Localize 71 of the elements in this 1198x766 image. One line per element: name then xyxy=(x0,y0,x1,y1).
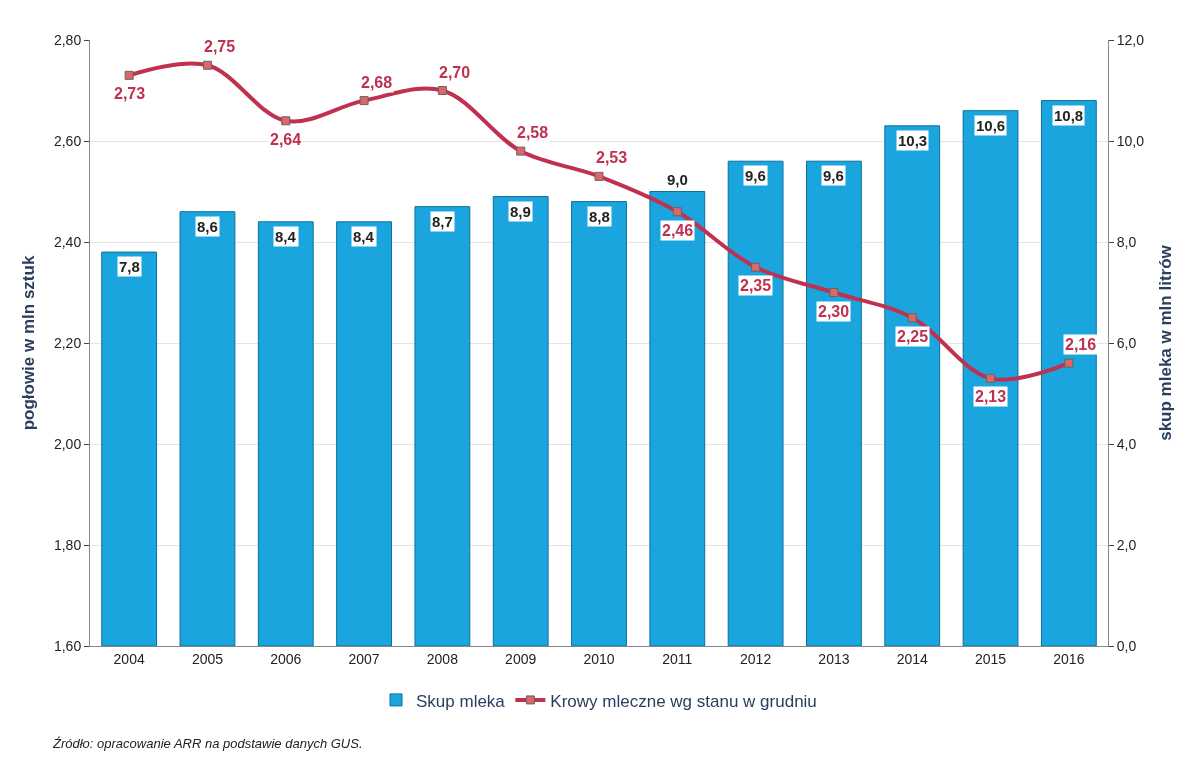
bar xyxy=(1040,100,1097,646)
data-label: 2,68 xyxy=(361,74,393,91)
bar xyxy=(336,221,392,646)
y2-axis-title: skup mleka w mln litrów xyxy=(1155,244,1175,441)
data-label: 8,4 xyxy=(353,228,375,245)
x-tick-label: 2008 xyxy=(426,650,459,667)
data-label: 8,8 xyxy=(589,208,610,225)
x-tick-label: 2006 xyxy=(270,650,302,667)
data-label: 2,73 xyxy=(114,85,146,102)
y-tick-label: 2,00 xyxy=(53,435,82,452)
data-label: 9,6 xyxy=(823,167,844,184)
data-label: 2,35 xyxy=(740,277,772,294)
data-label: 8,9 xyxy=(510,203,531,220)
bar xyxy=(101,251,158,646)
y2-tick-label: 12,0 xyxy=(1116,31,1145,48)
y-tick-label: 1,80 xyxy=(53,536,82,553)
data-label: 2,64 xyxy=(270,131,302,148)
bar xyxy=(492,196,549,646)
legend-label: Krowy mleczne wg stanu w grudniu xyxy=(550,691,817,711)
bar xyxy=(806,160,862,646)
x-tick-label: 2011 xyxy=(662,650,693,667)
data-label: 10,8 xyxy=(1054,107,1084,124)
x-tick-label: 2012 xyxy=(740,650,772,667)
data-label: 8,6 xyxy=(197,218,218,235)
data-label: 2,75 xyxy=(204,38,236,55)
y-tick-label: 1,60 xyxy=(53,637,82,654)
y2-tick-label: 2,0 xyxy=(1116,536,1137,553)
y2-tick-label: 0,0 xyxy=(1116,637,1137,654)
y2-tick-label: 10,0 xyxy=(1116,132,1145,149)
bar xyxy=(414,206,471,646)
data-label: 9,0 xyxy=(667,171,688,188)
data-label: 8,7 xyxy=(432,213,453,230)
data-label: 2,16 xyxy=(1065,336,1097,353)
bar xyxy=(727,160,784,646)
x-tick-label: 2015 xyxy=(974,650,1007,667)
x-tick-label: 2005 xyxy=(191,650,224,667)
x-tick-label: 2016 xyxy=(1053,650,1085,667)
data-label: 2,46 xyxy=(662,222,694,239)
y-tick-label: 2,60 xyxy=(53,132,82,149)
data-label: 2,25 xyxy=(897,328,929,345)
y2-tick-label: 6,0 xyxy=(1116,334,1137,351)
text: Źródło: opracowanie ARR na podstawie danych GUS. xyxy=(52,736,363,751)
data-label: 2,70 xyxy=(439,64,471,81)
y-axis-title: pogłowie w mln sztuk xyxy=(18,255,38,431)
data-label: 2,13 xyxy=(975,388,1007,405)
x-tick-label: 2004 xyxy=(113,650,145,667)
data-label: 2,30 xyxy=(818,303,850,320)
y-tick-label: 2,20 xyxy=(53,334,82,351)
data-label: 9,6 xyxy=(745,167,766,184)
bar xyxy=(962,110,1019,646)
y-tick-label: 2,80 xyxy=(53,31,82,48)
y-tick-label: 2,40 xyxy=(53,233,82,250)
bar xyxy=(884,125,941,646)
data-label: 2,58 xyxy=(517,124,549,141)
x-tick-label: 2007 xyxy=(348,650,380,667)
data-label: 10,6 xyxy=(976,117,1006,134)
bar xyxy=(179,211,236,646)
x-tick-label: 2013 xyxy=(818,650,850,667)
bar xyxy=(571,201,627,646)
y2-tick-label: 8,0 xyxy=(1116,233,1137,250)
data-label: 8,4 xyxy=(275,228,297,245)
bar xyxy=(649,191,706,646)
x-tick-label: 2014 xyxy=(896,650,929,667)
data-label: 2,53 xyxy=(596,149,628,166)
bar xyxy=(257,221,314,646)
x-tick-label: 2009 xyxy=(505,650,537,667)
x-tick-label: 2010 xyxy=(583,650,615,667)
data-label: 10,3 xyxy=(898,132,928,149)
y2-tick-label: 4,0 xyxy=(1116,435,1137,452)
legend-label: Skup mleka xyxy=(416,691,506,711)
data-label: 7,8 xyxy=(119,258,140,275)
